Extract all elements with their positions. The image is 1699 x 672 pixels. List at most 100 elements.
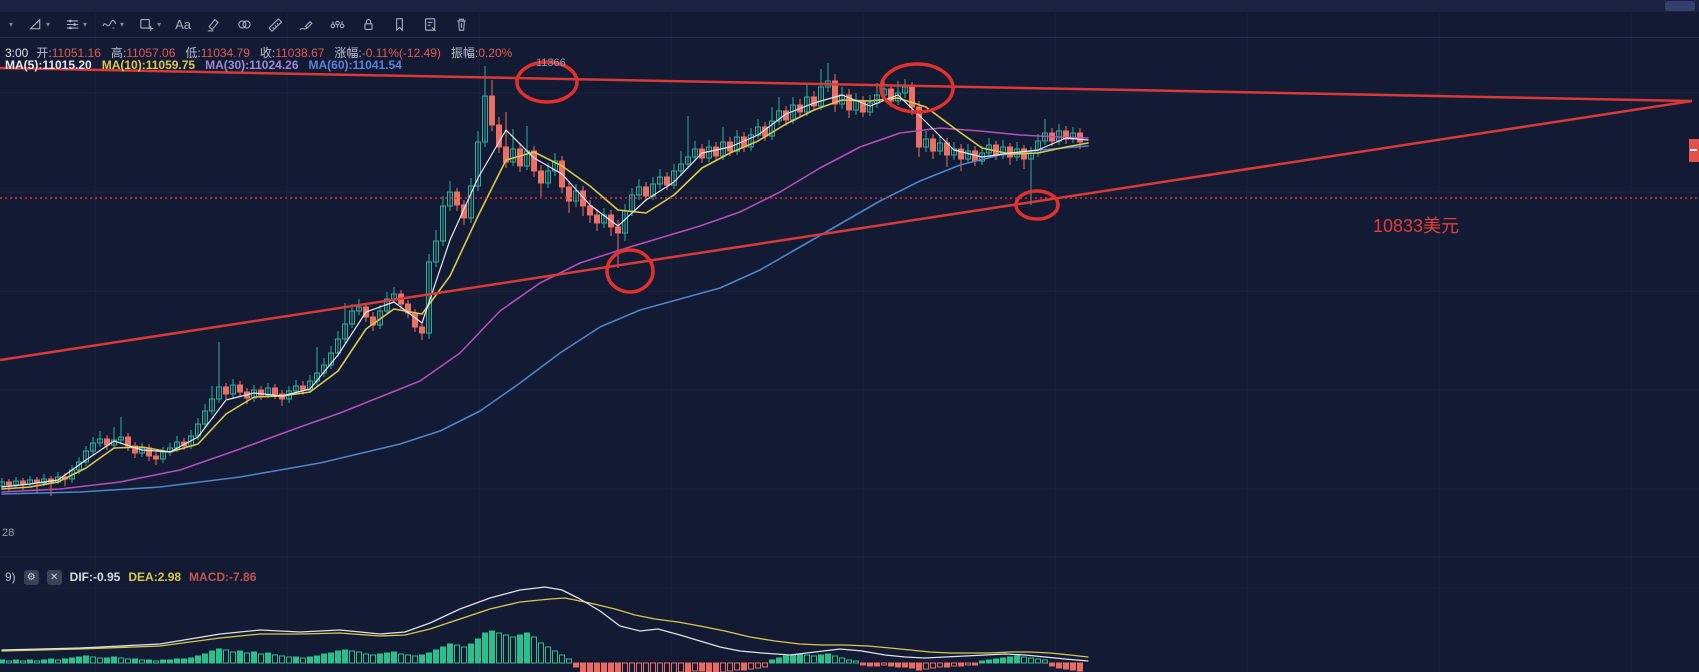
ma-legend-item: MA(10):11059.75 — [101, 58, 196, 72]
macd-hist-bar-up — [979, 660, 985, 664]
macd-hist-bar-up — [1014, 655, 1020, 664]
macd-hist-bar-up — [1007, 656, 1013, 664]
candle-body — [209, 398, 215, 412]
macd-close-icon[interactable]: ✕ — [46, 569, 62, 585]
candle-body — [552, 160, 558, 172]
macd-hist-bar-up — [48, 658, 54, 664]
macd-hist-bar-up — [237, 650, 243, 664]
brush-icon[interactable] — [200, 14, 227, 35]
macd-hist-bar-up — [307, 656, 313, 664]
candle-body — [328, 352, 334, 366]
macd-hist-bar-up — [251, 651, 257, 664]
macd-hist-bar-up — [454, 644, 460, 664]
macd-hist-bar-up — [426, 652, 432, 664]
dropdown-caret-icon[interactable]: ▾ — [157, 20, 162, 29]
cursor-icon[interactable]: ▾ — [9, 20, 14, 29]
macd-hist-bar-up — [370, 654, 376, 664]
macd-hist-bar-down — [930, 662, 936, 669]
macd-hist-bar-down — [958, 662, 964, 667]
candle-body — [671, 170, 677, 186]
macd-hist-bar-up — [1021, 656, 1027, 664]
macd-hist-bar-down — [951, 662, 957, 667]
ma-legend-item: MA(5):11015.20 — [5, 58, 92, 72]
macd-hist-bar-up — [223, 649, 229, 664]
macd-hist-bar-down — [601, 662, 607, 672]
macd-hist-bar-down — [580, 662, 586, 672]
wave-icon[interactable]: ▾ — [96, 14, 129, 35]
candle-body — [615, 226, 621, 234]
candle-body — [531, 150, 537, 172]
macd-legend-item: DIF:-0.95 — [69, 570, 121, 584]
candle-body — [685, 156, 691, 165]
bookmark-icon[interactable] — [386, 14, 413, 35]
candle-body — [867, 102, 873, 113]
note-icon[interactable] — [417, 14, 444, 35]
macd-hist-bar-down — [965, 662, 971, 666]
macd-hist-bar-up — [195, 655, 201, 664]
ma10-line — [1, 97, 1089, 490]
candle-body — [482, 95, 488, 143]
macd-hist-bar-up — [391, 651, 397, 664]
candle-body — [370, 316, 376, 326]
candle-body — [678, 163, 684, 172]
pen-icon[interactable] — [293, 14, 320, 35]
macd-settings-icon[interactable]: ⚙ — [23, 569, 39, 585]
macd-hist-bar-up — [41, 659, 47, 664]
macd-hist-bar-up — [363, 653, 369, 664]
trendline-icon[interactable]: ▾ — [22, 14, 55, 35]
candle-body — [216, 386, 222, 400]
lock-icon[interactable] — [355, 14, 382, 35]
macd-hist-bar-down — [860, 662, 866, 666]
macd-hist-bar-up — [216, 648, 222, 664]
macd-hist-bar-up — [475, 638, 481, 664]
ohlc-field-label: 涨幅: — [334, 46, 362, 60]
candle-body — [846, 94, 852, 111]
measure-icon[interactable] — [324, 14, 351, 35]
macd-hist-bar-down — [937, 662, 943, 668]
horizontal-lines-icon[interactable]: ▾ — [59, 14, 92, 35]
overlap-circles-icon[interactable] — [231, 14, 258, 35]
ohlc-field-value: 11034.79 — [200, 46, 250, 60]
dropdown-caret-icon[interactable]: ▾ — [46, 20, 51, 29]
macd-hist-bar-up — [328, 652, 334, 664]
ruler-icon[interactable] — [262, 14, 289, 35]
macd-hist-bar-up — [13, 659, 19, 664]
candle-body — [356, 306, 362, 312]
macd-hist-bar-up — [818, 654, 824, 664]
macd-hist-bar-down — [699, 662, 705, 672]
macd-hist-bar-up — [356, 651, 362, 664]
candle-body — [440, 205, 446, 242]
text-icon[interactable]: Aa — [175, 16, 191, 32]
ohlc-field-value: -0.11%(-12.49) — [361, 46, 441, 60]
macd-hist-bar-up — [853, 660, 859, 664]
delete-icon[interactable] — [448, 14, 475, 35]
macd-hist-bar-up — [76, 656, 82, 664]
trendline-annotation — [0, 99, 1693, 362]
candle-body — [447, 191, 453, 207]
candle-body — [776, 110, 782, 122]
macd-hist-bar-down — [1077, 662, 1083, 672]
candle-body — [818, 86, 824, 107]
shape-icon[interactable]: ▾ — [133, 14, 166, 35]
macd-hist-bar-down — [1056, 662, 1062, 669]
macd-hist-bar-up — [412, 655, 418, 664]
macd-hist-bar-up — [846, 659, 852, 664]
macd-hist-bar-up — [244, 652, 250, 664]
ohlc-field-label: 低: — [185, 46, 201, 60]
dropdown-caret-icon[interactable]: ▾ — [83, 20, 88, 29]
candle-body — [496, 124, 502, 148]
macd-hist-bar-up — [524, 632, 530, 664]
macd-hist-bar-up — [258, 653, 264, 664]
candle-body — [412, 312, 418, 328]
dropdown-caret-icon[interactable]: ▾ — [120, 20, 125, 29]
macd-hist-bar-up — [552, 650, 558, 664]
macd-hist-bar-down — [902, 662, 908, 668]
left-axis-partial-label: 28 — [2, 527, 15, 539]
macd-hist-bar-up — [20, 660, 26, 664]
macd-hist-bar-down — [650, 662, 656, 672]
macd-hist-bar-down — [1049, 662, 1055, 667]
macd-hist-bar-up — [433, 649, 439, 664]
macd-hist-bar-up — [272, 654, 278, 664]
macd-hist-bar-up — [146, 659, 152, 664]
